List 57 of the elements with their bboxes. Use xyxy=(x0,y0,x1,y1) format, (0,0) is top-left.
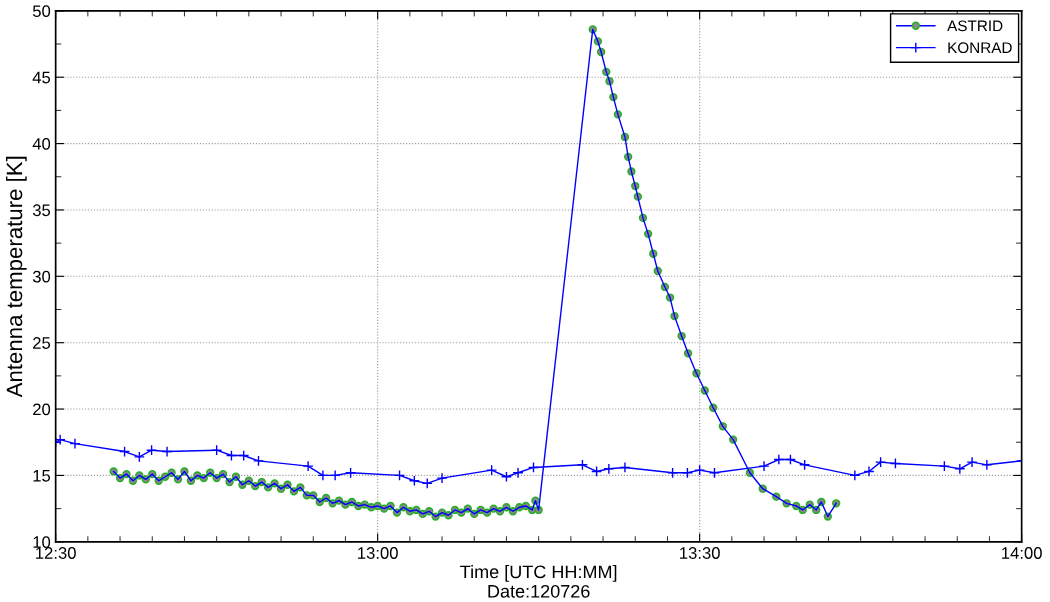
y-tick-label: 10 xyxy=(33,536,51,548)
point xyxy=(799,459,811,471)
point xyxy=(146,444,158,456)
point xyxy=(773,453,785,466)
y-axis-title: Antenna temperature [K] xyxy=(5,156,27,398)
point xyxy=(784,453,797,466)
point xyxy=(512,467,524,479)
point xyxy=(849,469,861,481)
x-tick-label: 13:00 xyxy=(358,547,398,559)
point xyxy=(238,449,250,462)
point xyxy=(938,460,950,472)
point xyxy=(486,464,498,476)
legend-label: KONRAD xyxy=(948,42,1012,54)
point xyxy=(345,467,357,479)
point xyxy=(329,469,341,481)
point xyxy=(576,459,588,471)
y-tick-label: 15 xyxy=(33,470,51,482)
point xyxy=(863,465,875,478)
x-tick-label: 14:00 xyxy=(1002,547,1042,559)
point xyxy=(408,475,420,487)
point xyxy=(421,477,433,489)
x-axis-title: Time [UTC HH:MM] Date:120726 xyxy=(460,564,617,598)
point xyxy=(667,467,679,479)
point xyxy=(225,449,238,462)
point xyxy=(875,456,887,468)
point xyxy=(758,460,770,472)
point xyxy=(161,445,173,458)
y-tick-label: 35 xyxy=(32,204,51,217)
point xyxy=(393,469,406,481)
y-tick-label: 45 xyxy=(32,71,51,84)
point xyxy=(69,438,81,450)
legend-label: ASTRID xyxy=(947,20,1003,32)
point xyxy=(981,459,993,471)
point xyxy=(302,460,314,472)
point xyxy=(694,464,706,476)
y-tick-label: 40 xyxy=(32,137,51,150)
point xyxy=(317,469,329,481)
point xyxy=(591,465,603,478)
point xyxy=(119,445,131,458)
point xyxy=(708,467,721,479)
point xyxy=(889,457,901,470)
y-tick-label: 50 xyxy=(32,5,51,18)
y-tick-label: 30 xyxy=(32,270,51,283)
y-tick-label: 20 xyxy=(33,403,51,416)
point xyxy=(954,463,966,475)
point xyxy=(681,467,693,479)
y-tick-label: 25 xyxy=(33,337,51,349)
point xyxy=(436,472,448,484)
point xyxy=(500,471,513,483)
point xyxy=(619,461,631,474)
point xyxy=(133,451,145,463)
point xyxy=(966,456,978,468)
x-tick-label: 12:30 xyxy=(36,547,76,559)
x-tick-label: 13:30 xyxy=(680,547,720,559)
point xyxy=(527,461,540,474)
point xyxy=(252,455,265,467)
point xyxy=(211,444,223,456)
